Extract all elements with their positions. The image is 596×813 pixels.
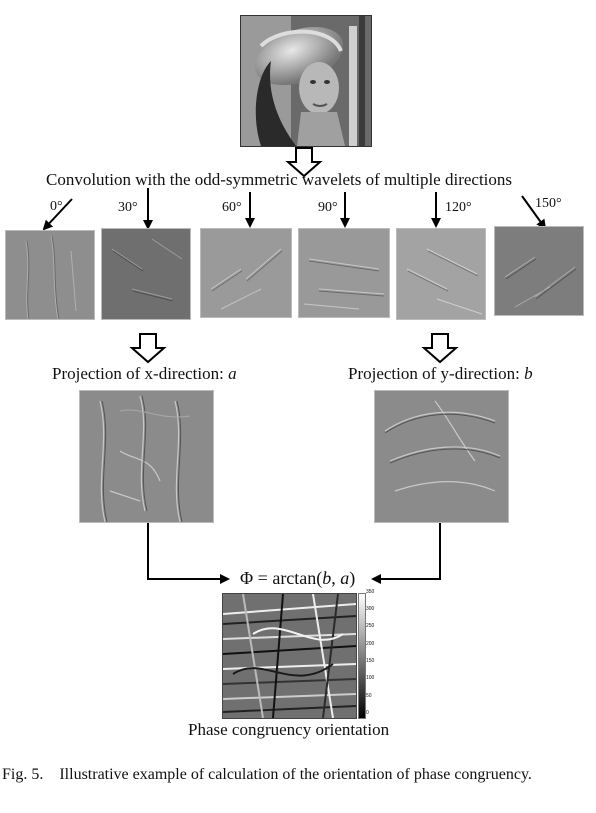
filtered-tile-0 xyxy=(5,230,95,320)
colorbar-ticks: 350 300 250 200 150 100 50 0 xyxy=(366,589,386,719)
angle-label-90: 90° xyxy=(318,200,338,215)
caption-label: Fig. 5. xyxy=(2,766,44,783)
hollow-arrow-top xyxy=(285,147,323,178)
filtered-tile-90 xyxy=(298,228,390,318)
colorbar-tick: 300 xyxy=(366,606,375,612)
figure-caption: Fig. 5. Illustrative example of calculat… xyxy=(2,765,582,784)
angle-label-60: 60° xyxy=(222,200,242,215)
result-label: Phase congruency orientation xyxy=(188,720,390,739)
caption-text: Illustrative example of calculation of t… xyxy=(59,766,532,783)
projection-y-prefix: Projection of y-direction: xyxy=(348,364,525,383)
angle-label-30: 30° xyxy=(118,200,138,215)
hollow-arrow-left xyxy=(129,333,167,364)
connector-left xyxy=(147,523,230,584)
formula-phi: Φ xyxy=(240,568,254,588)
formula-b: b xyxy=(322,568,332,588)
arrow-0 xyxy=(42,198,73,231)
filtered-tile-30 xyxy=(101,228,191,320)
colorbar-tick: 200 xyxy=(366,641,375,647)
hollow-arrow-right xyxy=(421,333,459,364)
filtered-tile-60 xyxy=(200,228,292,318)
lena-image xyxy=(240,15,372,147)
projection-x-var: a xyxy=(228,364,237,383)
colorbar-tick: 150 xyxy=(366,658,375,664)
colorbar-tick: 50 xyxy=(366,693,372,699)
formula-eq: = arctan( xyxy=(253,568,323,588)
orientation-map xyxy=(222,593,357,719)
colorbar-tick: 350 xyxy=(366,589,375,595)
projection-y-var: b xyxy=(524,364,533,383)
projection-x-label: Projection of x-direction: a xyxy=(52,364,237,384)
colorbar-tick: 0 xyxy=(366,710,369,716)
filtered-tile-120 xyxy=(396,228,486,320)
colorbar xyxy=(358,593,366,719)
orientation-formula: Φ = arctan(b, a) xyxy=(240,568,355,589)
formula-close: ) xyxy=(349,568,356,588)
projection-y-image xyxy=(374,390,509,523)
colorbar-tick: 250 xyxy=(366,623,375,629)
arrow-150 xyxy=(521,195,547,230)
formula-comma: , xyxy=(331,568,341,588)
angle-label-0: 0° xyxy=(50,199,63,214)
angle-label-150: 150° xyxy=(535,196,562,211)
projection-x-prefix: Projection of x-direction: xyxy=(52,364,229,383)
filtered-tile-150 xyxy=(494,226,584,316)
angle-label-120: 120° xyxy=(445,200,472,215)
projection-y-label: Projection of y-direction: b xyxy=(348,364,533,384)
formula-a: a xyxy=(340,568,350,588)
projection-x-image xyxy=(79,390,214,523)
colorbar-tick: 100 xyxy=(366,675,375,681)
connector-right xyxy=(371,523,441,584)
convolution-header: Convolution with the odd-symmetric wavel… xyxy=(46,170,513,189)
